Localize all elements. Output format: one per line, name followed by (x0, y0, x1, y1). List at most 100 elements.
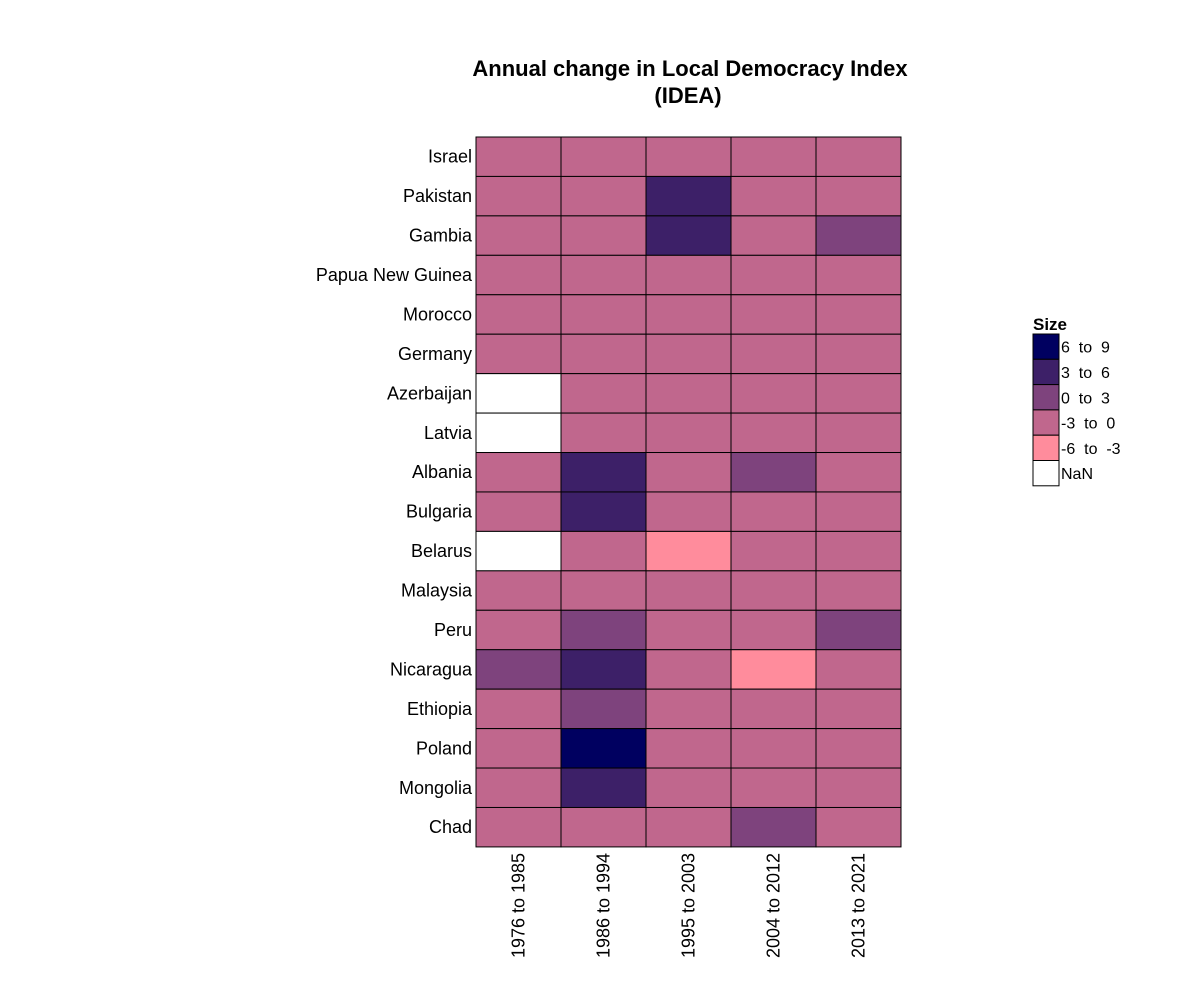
row-label: Azerbaijan (387, 383, 472, 403)
heatmap-cell (645, 491, 732, 532)
heatmap-cell (475, 767, 562, 808)
row-label: Germany (398, 344, 472, 364)
heatmap-cell (560, 609, 647, 651)
legend-label: NaN (1061, 466, 1093, 483)
heatmap-cell (815, 728, 902, 769)
legend-swatch (1032, 460, 1060, 487)
legend-swatch (1032, 358, 1060, 386)
row-label: Pakistan (403, 186, 472, 206)
heatmap-cell (730, 333, 817, 375)
heatmap-cell (815, 333, 902, 375)
heatmap-cell (815, 767, 902, 808)
heatmap-cell (560, 136, 647, 177)
column-label: 1976 to 1985 (509, 853, 529, 958)
heatmap-cell (730, 136, 817, 177)
row-label: Israel (428, 147, 472, 167)
heatmap-cell (730, 767, 817, 808)
heatmap-cell (475, 530, 562, 572)
heatmap-cell (645, 452, 732, 493)
heatmap-cell (730, 175, 817, 217)
column-label: 2004 to 2012 (764, 853, 784, 958)
legend-title: Size (1033, 315, 1067, 334)
chart-title-line-1: Annual change in Local Democracy Index (472, 56, 908, 81)
heatmap-cell (645, 570, 732, 611)
heatmap-cell (475, 452, 562, 493)
legend-swatch (1032, 384, 1060, 411)
heatmap-cell (645, 175, 732, 217)
row-label: Chad (429, 817, 472, 837)
column-label: 2013 to 2021 (849, 853, 869, 958)
heatmap-cell (730, 570, 817, 611)
heatmap-cell (475, 649, 562, 690)
heatmap-cell (560, 452, 647, 493)
heatmap-cell (475, 412, 562, 454)
row-label: Latvia (424, 423, 473, 443)
heatmap-cell (730, 254, 817, 296)
legend-swatch (1032, 434, 1060, 462)
row-label: Morocco (403, 304, 472, 324)
column-label: 1995 to 2003 (679, 853, 699, 958)
column-labels: 1976 to 1985 1986 to 1994 1995 to 2003 2004… (509, 853, 869, 958)
row-label: Belarus (411, 541, 472, 561)
chart-title-line-2: (IDEA) (654, 83, 721, 108)
heatmap-cell (645, 609, 732, 651)
heatmap-cell (815, 373, 902, 414)
heatmap-cell (730, 609, 817, 651)
row-labels: Israel Pakistan Gambia Papua New Guinea Moro… (316, 147, 473, 837)
row-label: Mongolia (399, 778, 473, 798)
heatmap-cell (815, 570, 902, 611)
heatmap-cell (560, 570, 647, 611)
heatmap-cell (645, 254, 732, 296)
heatmap-cell (815, 215, 902, 256)
heatmap-cell (815, 530, 902, 572)
heatmap-cell (645, 728, 732, 769)
heatmap-cell (730, 806, 817, 848)
heatmap-cell (730, 412, 817, 454)
heatmap-cell (645, 530, 732, 572)
row-label: Nicaragua (390, 659, 473, 679)
heatmap-cell (815, 649, 902, 690)
legend-label: -6 to -3 (1061, 441, 1121, 458)
heatmap-cell (475, 491, 562, 532)
heatmap-cell (730, 491, 817, 532)
heatmap-cell (560, 412, 647, 454)
row-label: Peru (434, 620, 472, 640)
heatmap-cell (475, 175, 562, 217)
heatmap-cell (815, 491, 902, 532)
heatmap-cell (815, 412, 902, 454)
heatmap-cell (730, 452, 817, 493)
heatmap-cell (645, 215, 732, 256)
heatmap-cell (475, 688, 562, 730)
heatmap-cell (560, 688, 647, 730)
legend-label: 6 to 9 (1061, 340, 1110, 357)
heatmap-cell (645, 294, 732, 335)
heatmap-cell (815, 688, 902, 730)
heatmap-cell (730, 373, 817, 414)
heatmap-cell (645, 806, 732, 848)
heatmap-cells (475, 136, 902, 848)
heatmap-cell (645, 649, 732, 690)
row-label: Albania (412, 462, 473, 482)
heatmap-cell (645, 373, 732, 414)
heatmap-cell (815, 452, 902, 493)
heatmap-cell (730, 294, 817, 335)
heatmap-cell (560, 294, 647, 335)
heatmap-cell (730, 215, 817, 256)
heatmap-cell (560, 373, 647, 414)
heatmap-cell (730, 530, 817, 572)
heatmap-cell (815, 175, 902, 217)
heatmap-cell (815, 806, 902, 848)
heatmap-cell (560, 806, 647, 848)
heatmap-cell (815, 609, 902, 651)
row-label: Ethiopia (407, 699, 473, 719)
heatmap-cell (560, 254, 647, 296)
heatmap-cell (560, 333, 647, 375)
heatmap-cell (560, 491, 647, 532)
heatmap-cell (560, 215, 647, 256)
heatmap-cell (645, 412, 732, 454)
heatmap-cell (645, 688, 732, 730)
heatmap-cell (475, 609, 562, 651)
legend-label: 0 to 3 (1061, 390, 1110, 407)
heatmap-cell (475, 728, 562, 769)
heatmap-cell (475, 294, 562, 335)
